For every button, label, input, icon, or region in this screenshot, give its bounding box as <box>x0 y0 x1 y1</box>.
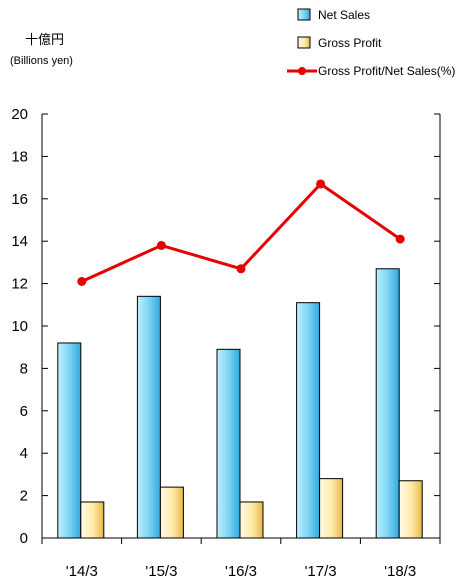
bar-gross-profit <box>398 480 423 539</box>
y-tick-label: 20 <box>11 106 28 123</box>
x-tick-label: '18/3 <box>384 563 416 580</box>
point-gross-profit-ratio <box>316 179 326 189</box>
bar-net-sales <box>296 302 321 539</box>
y-tick-label: 12 <box>11 276 28 293</box>
bar-gross-profit <box>319 478 344 539</box>
bar-gross-profit <box>159 486 184 539</box>
bar-net-sales <box>375 268 400 539</box>
legend-label-net-sales: Net Sales <box>318 8 370 22</box>
x-tick-label: '15/3 <box>145 563 177 580</box>
legend: Net Sales Gross Profit Gross Profit/Net … <box>287 8 455 78</box>
bar-net-sales <box>136 295 161 539</box>
point-gross-profit-ratio <box>156 240 166 250</box>
y-tick-label: 14 <box>11 233 28 250</box>
bar-net-sales <box>57 342 82 539</box>
bar-gross-profit <box>80 501 105 539</box>
legend-swatch-net-sales <box>297 8 311 21</box>
point-gross-profit-ratio <box>77 276 87 286</box>
x-tick-label: '17/3 <box>305 563 337 580</box>
legend-marker-ratio <box>298 67 306 75</box>
y-tick-label: 6 <box>20 403 28 420</box>
y-tick-label: 2 <box>20 488 28 505</box>
legend-swatch-gross-profit <box>297 36 311 49</box>
y-tick-label: 16 <box>11 191 28 208</box>
y-tick-label: 4 <box>20 445 28 462</box>
bar-net-sales <box>216 348 241 539</box>
y-tick-label: 10 <box>11 318 28 335</box>
legend-label-ratio: Gross Profit/Net Sales(%) <box>318 64 455 78</box>
y-tick-label: 18 <box>11 148 28 165</box>
x-tick-label: '14/3 <box>66 563 98 580</box>
bar-gross-profit <box>239 501 264 539</box>
y-tick-label: 0 <box>20 530 28 547</box>
point-gross-profit-ratio <box>236 264 246 274</box>
legend-label-gross-profit: Gross Profit <box>318 36 382 50</box>
plot-area: 0 2 4 6 8 10 12 14 16 18 20 '14/3 '15/3 '16/3 '17/3 '18… <box>11 106 441 580</box>
unit-label-en: (Billions yen) <box>10 55 73 67</box>
unit-label-jp: 十億円 <box>25 32 64 47</box>
y-tick-label: 8 <box>20 360 28 377</box>
point-gross-profit-ratio <box>395 234 405 244</box>
x-tick-label: '16/3 <box>225 563 257 580</box>
